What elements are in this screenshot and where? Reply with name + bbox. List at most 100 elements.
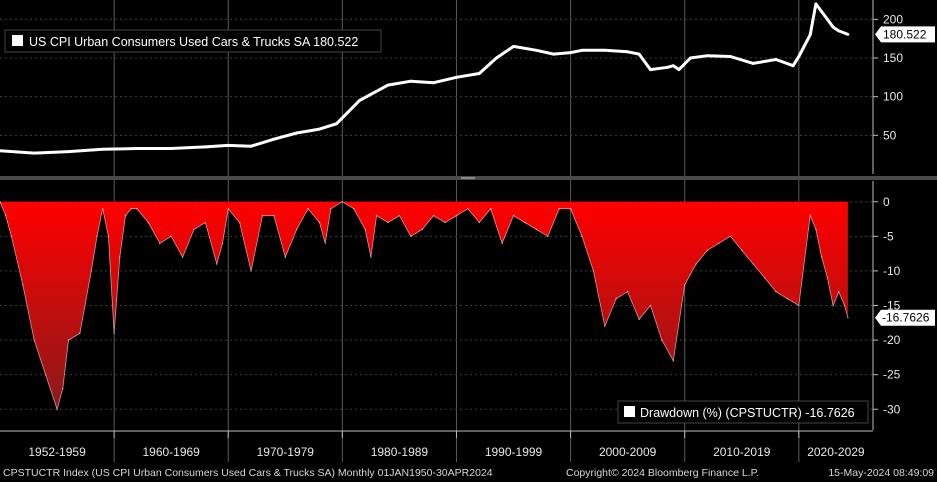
drawdown-point [61, 387, 64, 390]
drawdown-last-value-tag-shape [875, 309, 935, 326]
drawdown-point [216, 263, 218, 265]
drawdown-point [524, 221, 526, 224]
cpi-point [649, 68, 652, 71]
drawdown-point [512, 214, 515, 217]
cpi-point [101, 147, 105, 151]
drawdown-point [238, 221, 241, 224]
drawdown-point [124, 214, 127, 217]
drawdown-point [101, 207, 104, 210]
cpi-point [580, 48, 584, 52]
drawdown-point [626, 290, 629, 293]
drawdown-y-tick-label: -20 [883, 333, 901, 347]
drawdown-point [90, 270, 93, 272]
drawdown-point [763, 277, 766, 279]
cpi-point [386, 83, 390, 87]
cpi-point [0, 149, 2, 153]
drawdown-area [0, 201, 848, 410]
cpi-last-value-label: 180.522 [883, 27, 927, 41]
drawdown-point [136, 207, 138, 210]
x-axis-tick-label: 1980-1989 [371, 445, 429, 459]
drawdown-point [410, 235, 412, 238]
cpi-point [432, 81, 436, 85]
drawdown-point [22, 283, 24, 286]
drawdown-point [444, 221, 446, 224]
cpi-point [671, 64, 675, 68]
cpi-point [272, 137, 276, 141]
drawdown-point [592, 270, 595, 272]
drawdown-point [181, 256, 184, 258]
x-axis-tick-label: 2020-2029 [807, 445, 865, 459]
drawdown-point [227, 207, 230, 210]
drawdown-point [421, 228, 424, 231]
cpi-point [318, 127, 321, 131]
cpi-legend-label: US CPI Urban Consumers Used Cars & Truck… [29, 35, 358, 49]
drawdown-point [843, 304, 846, 307]
drawdown-point [324, 242, 327, 245]
cpi-point [846, 32, 850, 36]
cpi-point [135, 147, 139, 150]
drawdown-point [695, 263, 697, 265]
drawdown-point [649, 304, 652, 307]
drawdown-last-value-label: -16.7626 [882, 311, 930, 325]
cpi-point [791, 64, 795, 68]
drawdown-point [370, 256, 372, 258]
drawdown-point [273, 214, 275, 217]
drawdown-y-axis: 0 -5 -10 -15 -20 -25 -30 [872, 181, 901, 430]
drawdown-y-tick-label: -30 [883, 402, 901, 416]
drawdown-legend-label: Drawdown (%) (CPSTUCTR) -16.7626 [640, 406, 855, 420]
cpi-legend-box [4, 29, 382, 53]
drawdown-panel: 0 -5 -10 -15 -20 -25 -30 Drawdown (%) (CPSTUCT… [0, 181, 935, 430]
cpi-last-value-tag-shape [875, 26, 935, 43]
cpi-point [409, 79, 413, 83]
drawdown-point [352, 207, 355, 210]
drawdown-point [113, 332, 115, 334]
drawdown-point [0, 200, 1, 203]
cpi-point [677, 68, 681, 71]
x-axis: 1952-1959 1960-1969 1970-1979 1980-1989 1990… [0, 430, 873, 459]
drawdown-point [250, 270, 252, 272]
drawdown-point [261, 214, 264, 217]
cpi-y-tick-label: 100 [883, 90, 903, 104]
drawdown-point [558, 207, 560, 210]
drawdown-point [119, 256, 121, 258]
drawdown-last-value-tag: -16.7626 [875, 309, 935, 326]
cpi-point [335, 122, 339, 126]
cpi-point [751, 62, 755, 65]
drawdown-point [661, 339, 663, 341]
drawdown-point [467, 207, 469, 210]
drawdown-point [284, 256, 287, 258]
cpi-point [831, 25, 835, 29]
cpi-point [295, 131, 299, 135]
cpi-legend: US CPI Urban Consumers Used Cars & Truck… [4, 29, 382, 53]
drawdown-point [79, 332, 81, 334]
drawdown-point [44, 373, 47, 376]
drawdown-point [837, 290, 840, 293]
cpi-point [512, 45, 515, 48]
cpi-point [249, 144, 253, 148]
cpi-point [603, 48, 607, 52]
drawdown-point [56, 408, 58, 411]
x-axis-tick-label: 1952-1959 [28, 445, 86, 459]
drawdown-point [170, 235, 172, 238]
drawdown-y-tick-label: -15 [883, 299, 901, 313]
cpi-point [808, 33, 812, 37]
cpi-point [369, 92, 373, 96]
x-axis-tick-label: 1970-1979 [257, 445, 315, 459]
panel-divider-grip[interactable] [461, 177, 475, 179]
drawdown-point [501, 242, 503, 245]
cpi-point [825, 17, 829, 21]
cpi-y-tick-label: 200 [883, 12, 903, 26]
footer-copyright: Copyright© 2024 Bloomberg Finance L.P. [566, 467, 759, 479]
drawdown-point [832, 304, 834, 307]
cpi-point [774, 58, 778, 61]
drawdown-point [718, 242, 720, 245]
drawdown-point [489, 207, 492, 210]
footer-security-description: CPSTUCTR Index (US CPI Urban Consumers U… [3, 467, 493, 479]
drawdown-point [809, 214, 812, 217]
drawdown-point [615, 297, 618, 300]
cpi-point [626, 50, 630, 54]
drawdown-point [33, 339, 36, 341]
drawdown-point [4, 214, 7, 217]
drawdown-point [330, 207, 332, 210]
